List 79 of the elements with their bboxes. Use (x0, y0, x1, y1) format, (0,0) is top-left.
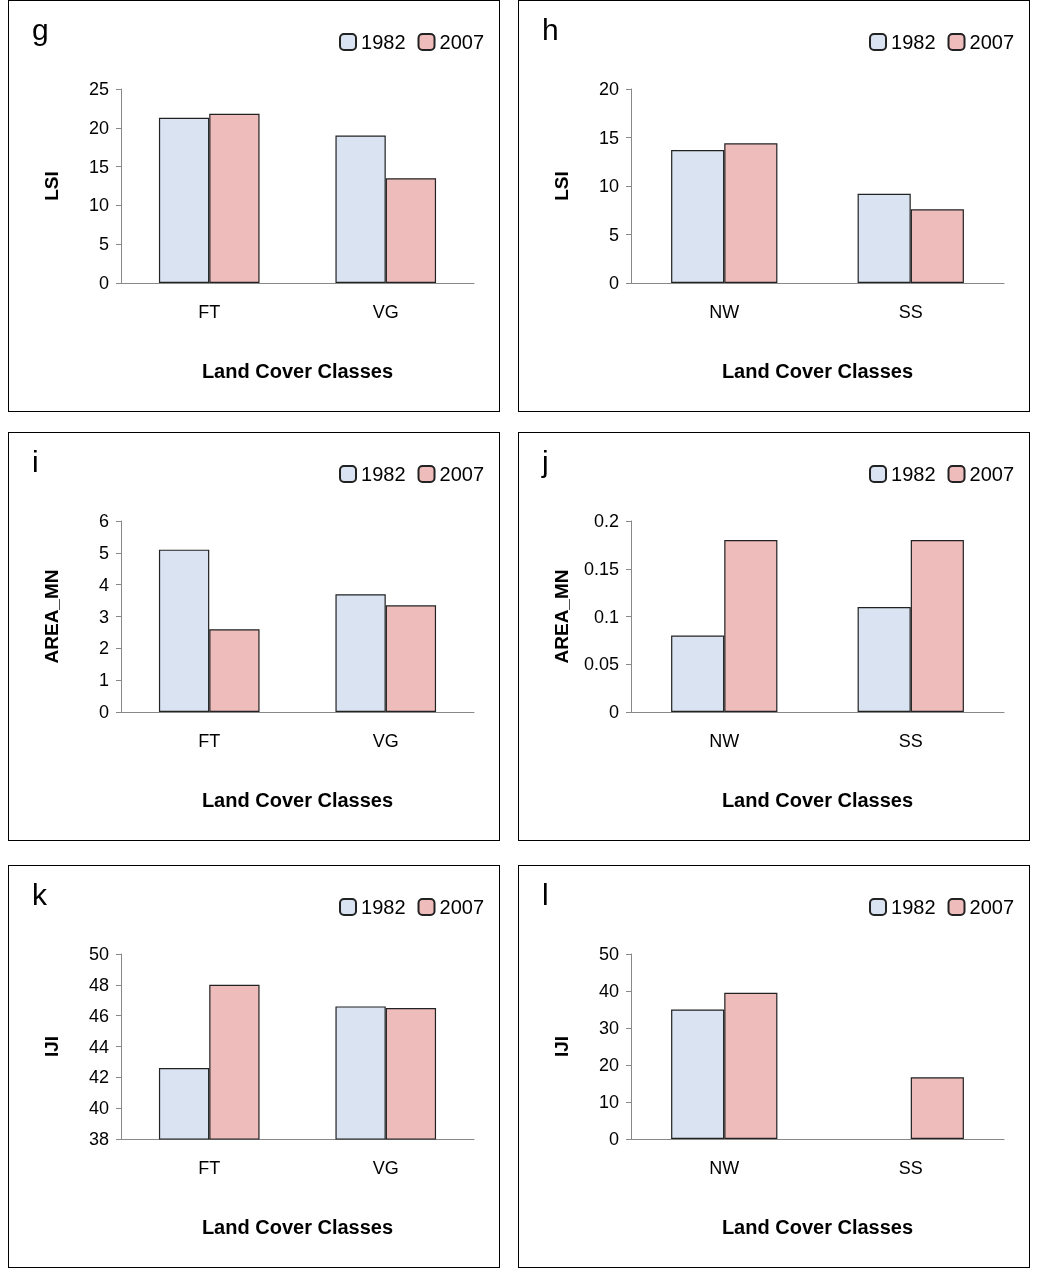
y-tick-label: 25 (88, 79, 109, 99)
x-axis-title: Land Cover Classes (721, 789, 914, 811)
y-tick-label: 20 (598, 1055, 619, 1075)
x-axis-title: Land Cover Classes (721, 1216, 914, 1238)
y-axis-title: IJI (41, 1035, 62, 1058)
y-tick-label: 0 (98, 273, 109, 293)
y-tick-label: 0.05 (583, 654, 619, 675)
y-tick-label: 46 (88, 1005, 109, 1026)
x-tick-label: SS (898, 302, 923, 322)
y-tick-label: 5 (98, 234, 109, 255)
legend-label: 2007 (969, 896, 1015, 918)
y-tick-label: 42 (88, 1067, 109, 1088)
y-tick-label: 38 (88, 1129, 109, 1149)
y-axis-title: AREA_MN (551, 569, 572, 664)
bar (910, 1077, 964, 1139)
x-tick-label: VG (372, 1158, 399, 1178)
x-tick-label: NW (709, 302, 740, 322)
y-tick-label: 10 (598, 176, 619, 196)
y-tick-label: 0 (608, 273, 619, 293)
y-axis-title: LSI (41, 171, 62, 201)
chart-title: j (541, 444, 549, 478)
legend-label: 2007 (969, 31, 1015, 53)
x-tick-label: VG (372, 302, 399, 322)
x-tick-label: NW (709, 731, 740, 751)
x-tick-label: FT (198, 1158, 221, 1178)
y-tick-label: 50 (598, 944, 619, 964)
x-axis-title: Land Cover Classes (201, 789, 394, 811)
chart-title: i (32, 444, 39, 478)
legend-label: 1982 (891, 463, 936, 485)
legend-label: 1982 (361, 463, 406, 485)
legend-label: 2007 (969, 463, 1015, 485)
y-tick-label: 20 (88, 117, 109, 138)
y-tick-label: 5 (98, 542, 109, 563)
y-tick-label: 40 (598, 981, 619, 1001)
legend-label: 1982 (361, 896, 406, 918)
chart-title: k (32, 877, 48, 911)
y-tick-label: 15 (598, 127, 619, 148)
y-tick-label: 20 (598, 79, 619, 99)
x-tick-label: FT (198, 302, 221, 322)
legend-label: 1982 (891, 896, 936, 918)
y-tick-label: 50 (88, 944, 109, 964)
x-tick-label: VG (372, 731, 399, 751)
y-tick-label: 0.15 (583, 558, 619, 579)
y-tick-label: 2 (98, 638, 109, 659)
x-tick-label: SS (898, 1158, 923, 1178)
legend-label: 2007 (439, 31, 485, 53)
y-tick-label: 15 (88, 156, 109, 177)
y-tick-label: 6 (98, 511, 109, 531)
y-tick-label: 0 (98, 702, 109, 722)
y-tick-label: 5 (608, 224, 619, 245)
legend-label: 2007 (439, 463, 485, 485)
y-tick-label: 0.1 (593, 606, 619, 627)
y-tick-label: 40 (88, 1098, 109, 1119)
y-tick-label: 10 (598, 1092, 619, 1112)
chart-title: h (542, 12, 559, 46)
y-tick-label: 1 (98, 670, 109, 691)
x-axis-title: Land Cover Classes (201, 1216, 394, 1238)
y-tick-label: 4 (98, 574, 109, 595)
y-axis-title: LSI (551, 171, 572, 201)
chart-title: l (542, 877, 549, 911)
y-tick-label: 48 (88, 974, 109, 995)
y-tick-label: 0 (608, 702, 619, 722)
y-tick-label: 30 (598, 1018, 619, 1038)
y-tick-label: 10 (88, 195, 109, 216)
legend-label: 1982 (361, 31, 406, 53)
y-axis-title: AREA_MN (41, 569, 62, 664)
legend-label: 2007 (439, 896, 485, 918)
chart-title: g (32, 12, 49, 46)
y-tick-label: 0 (608, 1129, 619, 1149)
x-tick-label: NW (709, 1158, 740, 1178)
x-tick-label: SS (898, 731, 923, 751)
legend-label: 1982 (891, 31, 936, 53)
y-tick-label: 0.2 (593, 511, 619, 531)
y-tick-label: 44 (88, 1036, 109, 1057)
x-axis-title: Land Cover Classes (721, 360, 914, 382)
y-tick-label: 3 (98, 606, 109, 627)
x-axis-title: Land Cover Classes (201, 360, 394, 382)
x-tick-label: FT (198, 731, 221, 751)
y-axis-title: IJI (551, 1035, 572, 1058)
